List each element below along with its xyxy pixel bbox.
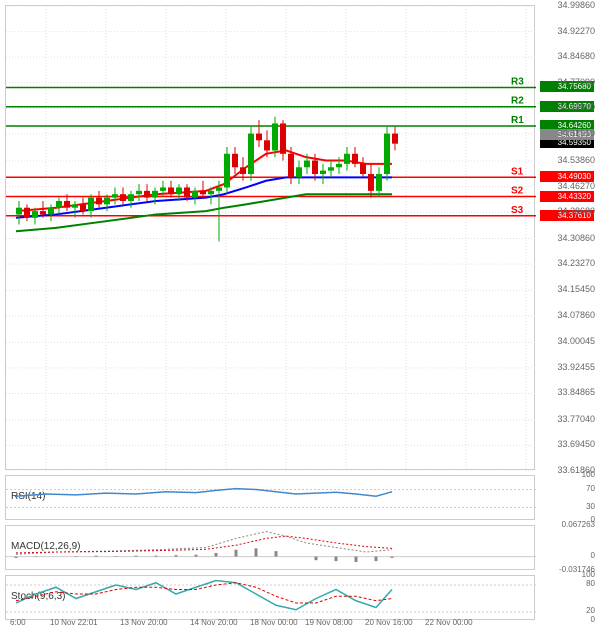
price-y-axis: 34.9986034.9227034.8468034.7709034.69500… xyxy=(535,5,595,470)
macd-panel[interactable]: MACD(12,26,9) xyxy=(5,525,535,570)
svg-text:S1: S1 xyxy=(511,166,524,177)
stoch-y-axis: 10080200 xyxy=(535,575,595,620)
rsi-y-axis: 10070300 xyxy=(535,475,595,520)
svg-text:R3: R3 xyxy=(511,76,524,87)
svg-text:R1: R1 xyxy=(511,115,524,126)
macd-y-axis: 0.0672630-0.031746 xyxy=(535,525,595,570)
stoch-panel[interactable]: Stoch(9,6,3) xyxy=(5,575,535,620)
price-chart[interactable]: R3R2R1S1S2S3 34.7568034.6997034.6426034.… xyxy=(5,5,535,470)
svg-text:R2: R2 xyxy=(511,96,524,107)
svg-text:S2: S2 xyxy=(511,186,524,197)
svg-text:S3: S3 xyxy=(511,205,524,216)
rsi-panel[interactable]: RSI(14) xyxy=(5,475,535,520)
time-x-axis: 6:0010 Nov 22:0113 Nov 20:0014 Nov 20:00… xyxy=(5,618,535,633)
trading-chart-container: R3R2R1S1S2S3 34.7568034.6997034.6426034.… xyxy=(0,0,600,635)
